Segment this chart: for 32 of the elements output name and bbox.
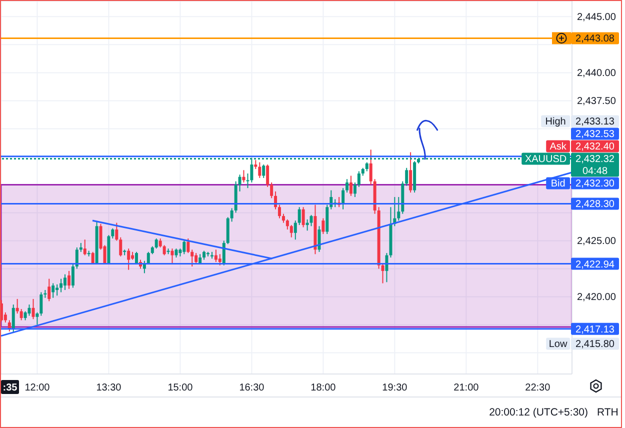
text: 2,432.40 bbox=[576, 142, 615, 153]
annotation: Bid bbox=[550, 178, 566, 190]
y-tick-label: 2,425.00 bbox=[577, 236, 616, 248]
y-tick-label: 2,437.50 bbox=[577, 96, 616, 108]
y-tick-label: 2,440.00 bbox=[577, 68, 616, 80]
y-tick-label: 2,420.00 bbox=[577, 292, 616, 304]
text: :35 bbox=[2, 382, 18, 394]
x-tick-label: 21:00 bbox=[454, 382, 480, 394]
text: 2,415.80 bbox=[576, 339, 615, 350]
ref-line-label: 2,443.08 bbox=[576, 34, 615, 45]
x-tick-label: 12:00 bbox=[24, 382, 50, 394]
annotation: Ask bbox=[550, 142, 568, 153]
text: 04:48 bbox=[582, 166, 608, 178]
ref-line-label: 2,432.32 bbox=[576, 154, 615, 166]
x-tick-label: 16:30 bbox=[239, 382, 265, 394]
x-tick-label: 22:30 bbox=[525, 382, 551, 394]
text: 20:00:12 (UTC+5:30) bbox=[489, 406, 588, 418]
ref-line-label: 2,432.53 bbox=[576, 129, 615, 140]
annotation: XAUUSD bbox=[524, 154, 567, 166]
annotation: Low bbox=[548, 339, 568, 350]
y-tick-label: 2,445.00 bbox=[577, 12, 616, 24]
x-tick-label: 13:30 bbox=[96, 382, 122, 394]
text: RTH bbox=[597, 406, 618, 418]
annotation: High bbox=[545, 116, 566, 128]
ref-line-label: 2,422.94 bbox=[576, 259, 615, 270]
ref-line-label: 2,428.30 bbox=[576, 199, 615, 210]
x-tick-label: 18:00 bbox=[310, 382, 336, 394]
text: 2,433.13 bbox=[576, 116, 615, 128]
ref-line-label: 2,417.13 bbox=[576, 324, 615, 336]
x-tick-label: 15:00 bbox=[168, 382, 194, 394]
text: 2,432.30 bbox=[576, 178, 615, 190]
x-tick-label: 19:30 bbox=[382, 382, 408, 394]
